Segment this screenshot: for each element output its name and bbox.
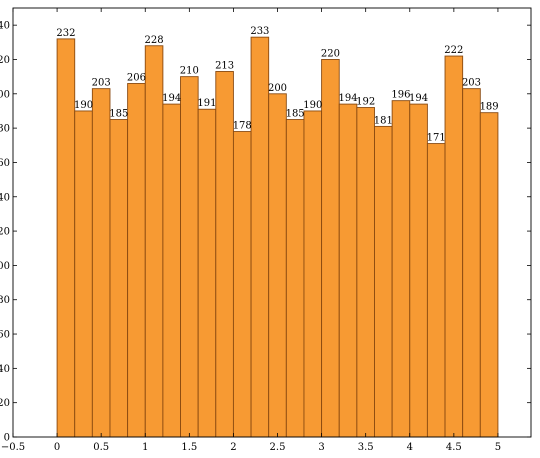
bar-value-label: 194 [409, 93, 428, 104]
bar [303, 110, 323, 438]
bar-value-label: 220 [321, 48, 340, 59]
bar-value-label: 181 [374, 115, 393, 126]
axes-group [12, 7, 532, 438]
bar-value-label: 192 [356, 97, 375, 108]
bar-value-label: 189 [480, 102, 499, 113]
bar [409, 103, 428, 438]
bar [479, 112, 499, 438]
bar [374, 125, 393, 438]
bar-value-label: 194 [162, 93, 181, 104]
bar-value-label: 232 [56, 28, 75, 39]
y-tick-label: 100 [0, 261, 10, 272]
bar [285, 119, 305, 438]
y-axis-ticks: 0 20 40 60 80 100 120 140 160 180 200 220 240 [0, 21, 531, 444]
bar-value-label: 178 [233, 121, 252, 132]
bar-value-label: 194 [339, 93, 358, 104]
bar [356, 107, 375, 438]
bar-value-label: 203 [92, 78, 111, 89]
x-tick-label: 5 [495, 442, 501, 453]
bar [127, 83, 146, 438]
bar [91, 88, 111, 438]
bar-value-label: 228 [145, 35, 164, 46]
y-tick-label: 120 [0, 227, 10, 238]
x-tick-label: 0 [54, 442, 60, 453]
bar [215, 71, 234, 438]
y-tick-label: 160 [0, 158, 10, 169]
bar [444, 55, 464, 438]
bar [338, 103, 358, 438]
x-tick-label: 3 [318, 442, 324, 453]
bar-value-label: 191 [197, 98, 216, 109]
y-tick-label: 0 [4, 433, 10, 444]
x-tick-label: 3.5 [358, 442, 374, 453]
y-tick-label: 240 [0, 21, 10, 32]
y-tick-label: 220 [0, 55, 10, 66]
y-tick-label: 60 [0, 330, 10, 341]
bar-value-label: 185 [286, 109, 305, 120]
y-tick-label: 200 [0, 89, 10, 100]
bar-value-label: 206 [127, 73, 146, 84]
x-axis-ticks: −0.5 0 0.5 1 1.5 2 2.5 3 3.5 4 4.5 5 [1, 8, 501, 453]
bar-value-label: 190 [74, 100, 93, 111]
bar-value-label: 185 [109, 109, 128, 120]
bar-value-label: 233 [250, 26, 269, 37]
bar [109, 119, 129, 438]
bar [462, 88, 481, 438]
x-tick-label: −0.5 [1, 442, 25, 453]
bar [321, 59, 340, 438]
plot-frame [12, 7, 532, 438]
bar-value-label: 210 [180, 66, 199, 77]
bar [232, 131, 252, 438]
y-tick-label: 40 [0, 364, 10, 375]
bar-value-label: 171 [427, 133, 446, 144]
bar [162, 103, 181, 438]
bar [144, 45, 164, 438]
x-tick-label: 2 [230, 442, 236, 453]
bar [268, 93, 287, 438]
bar [180, 76, 199, 438]
bar [250, 36, 270, 438]
bars-group [56, 36, 499, 438]
bar [426, 143, 446, 438]
y-tick-label: 20 [0, 398, 10, 409]
x-tick-label: 2.5 [270, 442, 286, 453]
y-tick-label: 140 [0, 192, 10, 203]
bar [74, 110, 93, 438]
x-tick-label: 0.5 [93, 442, 109, 453]
x-tick-label: 1.5 [181, 442, 197, 453]
bar [391, 100, 411, 438]
x-tick-label: 4 [407, 442, 413, 453]
bar-value-label: 222 [444, 45, 463, 56]
bar-value-label: 203 [462, 78, 481, 89]
bar [56, 38, 76, 438]
data-labels-group: 232 190 203 185 206 228 194 210 191 213 178 233 200 1… [56, 26, 498, 143]
x-tick-label: 4.5 [446, 442, 462, 453]
bar-value-label: 200 [268, 83, 287, 94]
bar-value-label: 213 [215, 60, 234, 71]
bar-value-label: 190 [303, 100, 322, 111]
y-tick-label: 180 [0, 124, 10, 135]
bar [197, 108, 217, 438]
bar-value-label: 196 [391, 90, 410, 101]
y-tick-label: 80 [0, 295, 10, 306]
x-tick-label: 1 [142, 442, 148, 453]
